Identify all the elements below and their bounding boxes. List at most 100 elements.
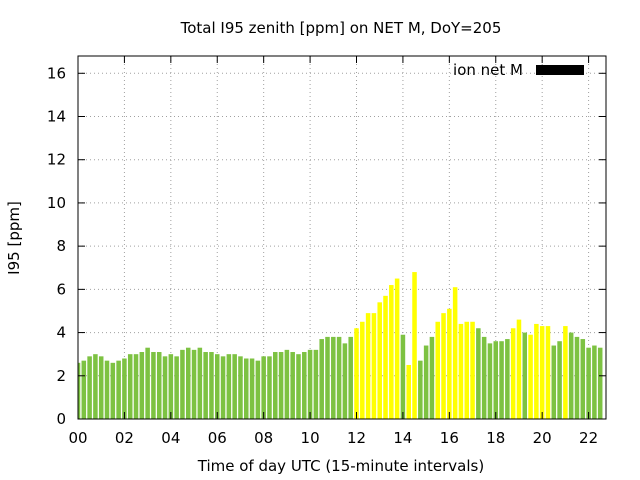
- bar: [348, 336, 353, 419]
- grid-lines: [78, 56, 606, 419]
- bar: [168, 354, 174, 419]
- bar: [104, 360, 110, 419]
- bar: [499, 341, 504, 419]
- bar: [464, 321, 470, 419]
- x-tick-label: 02: [115, 429, 134, 447]
- x-tick-label: 04: [161, 429, 180, 447]
- bar: [284, 349, 290, 419]
- bar: [441, 313, 446, 419]
- x-tick-label: 18: [486, 429, 505, 447]
- bar: [185, 347, 191, 419]
- bar: [458, 323, 464, 419]
- bar: [470, 321, 475, 419]
- y-tick-label: 12: [47, 151, 66, 169]
- bar: [98, 356, 104, 419]
- bar: [151, 352, 156, 419]
- bar: [580, 339, 586, 419]
- bar: [174, 356, 179, 419]
- bars-group: [78, 272, 603, 419]
- y-tick-label: 6: [56, 280, 66, 298]
- bar: [406, 364, 411, 419]
- y-axis-label: I95 [ppm]: [5, 201, 23, 275]
- bar: [505, 339, 510, 419]
- bar: [534, 323, 539, 419]
- bar: [481, 336, 487, 419]
- bar: [342, 343, 348, 419]
- bar: [244, 358, 249, 419]
- bar: [394, 278, 400, 419]
- bar: [319, 339, 324, 419]
- y-tick-label: 8: [56, 237, 66, 255]
- bar: [400, 334, 406, 419]
- bar: [354, 328, 359, 419]
- bar: [336, 336, 342, 419]
- bar: [476, 328, 481, 419]
- bar: [127, 354, 133, 419]
- bar: [122, 358, 127, 419]
- bar: [557, 341, 562, 419]
- bar: [110, 362, 116, 419]
- bar: [197, 347, 203, 419]
- x-tick-label: 14: [393, 429, 412, 447]
- y-tick-label: 14: [47, 108, 66, 126]
- x-tick-label: 08: [254, 429, 273, 447]
- bar: [447, 308, 452, 419]
- bar: [180, 349, 185, 419]
- bar: [586, 347, 591, 419]
- bar: [93, 354, 98, 419]
- bar: [563, 326, 568, 419]
- bar: [331, 336, 336, 419]
- bar: [267, 356, 272, 419]
- bar: [232, 354, 237, 419]
- bar: [278, 352, 284, 419]
- bar: [191, 349, 197, 419]
- bar: [568, 332, 574, 419]
- bar: [81, 360, 87, 419]
- x-tick-label: 16: [440, 429, 459, 447]
- bar: [145, 347, 150, 419]
- bar: [452, 287, 458, 419]
- bar: [487, 343, 493, 419]
- bar: [313, 349, 319, 419]
- bar: [412, 272, 417, 419]
- bar: [551, 345, 557, 419]
- bar: [226, 354, 232, 419]
- bar: [209, 352, 214, 419]
- bar: [203, 352, 208, 419]
- bar: [377, 302, 382, 419]
- y-tick-label: 10: [47, 194, 66, 212]
- legend-swatch: [536, 65, 584, 75]
- bar: [423, 345, 429, 419]
- bar: [545, 326, 551, 419]
- x-axis-label: Time of day UTC (15-minute intervals): [197, 457, 484, 475]
- bar: [87, 356, 92, 419]
- bar: [78, 362, 81, 419]
- bar: [360, 321, 365, 419]
- y-tick-label: 0: [56, 410, 66, 428]
- bar: [389, 285, 394, 419]
- x-tick-label: 12: [347, 429, 366, 447]
- bar: [302, 352, 307, 419]
- bar: [133, 354, 139, 419]
- bar: [156, 352, 162, 419]
- x-tick-label: 20: [533, 429, 552, 447]
- bar: [516, 319, 522, 419]
- bar: [522, 332, 528, 419]
- bar: [592, 345, 597, 419]
- bar: [435, 321, 440, 419]
- bar: [139, 352, 145, 419]
- bar: [510, 328, 516, 419]
- bar: [597, 347, 603, 419]
- bar: [290, 352, 295, 419]
- y-tick-label: 16: [47, 64, 66, 82]
- bar: [116, 360, 121, 419]
- bar: [574, 336, 580, 419]
- bar: [365, 313, 371, 419]
- bar: [238, 356, 243, 419]
- bar: [255, 360, 261, 419]
- bar: [162, 356, 168, 419]
- bar: [261, 356, 266, 419]
- chart-title: Total I95 zenith [ppm] on NET M, DoY=205: [180, 19, 502, 37]
- bar: [528, 334, 533, 419]
